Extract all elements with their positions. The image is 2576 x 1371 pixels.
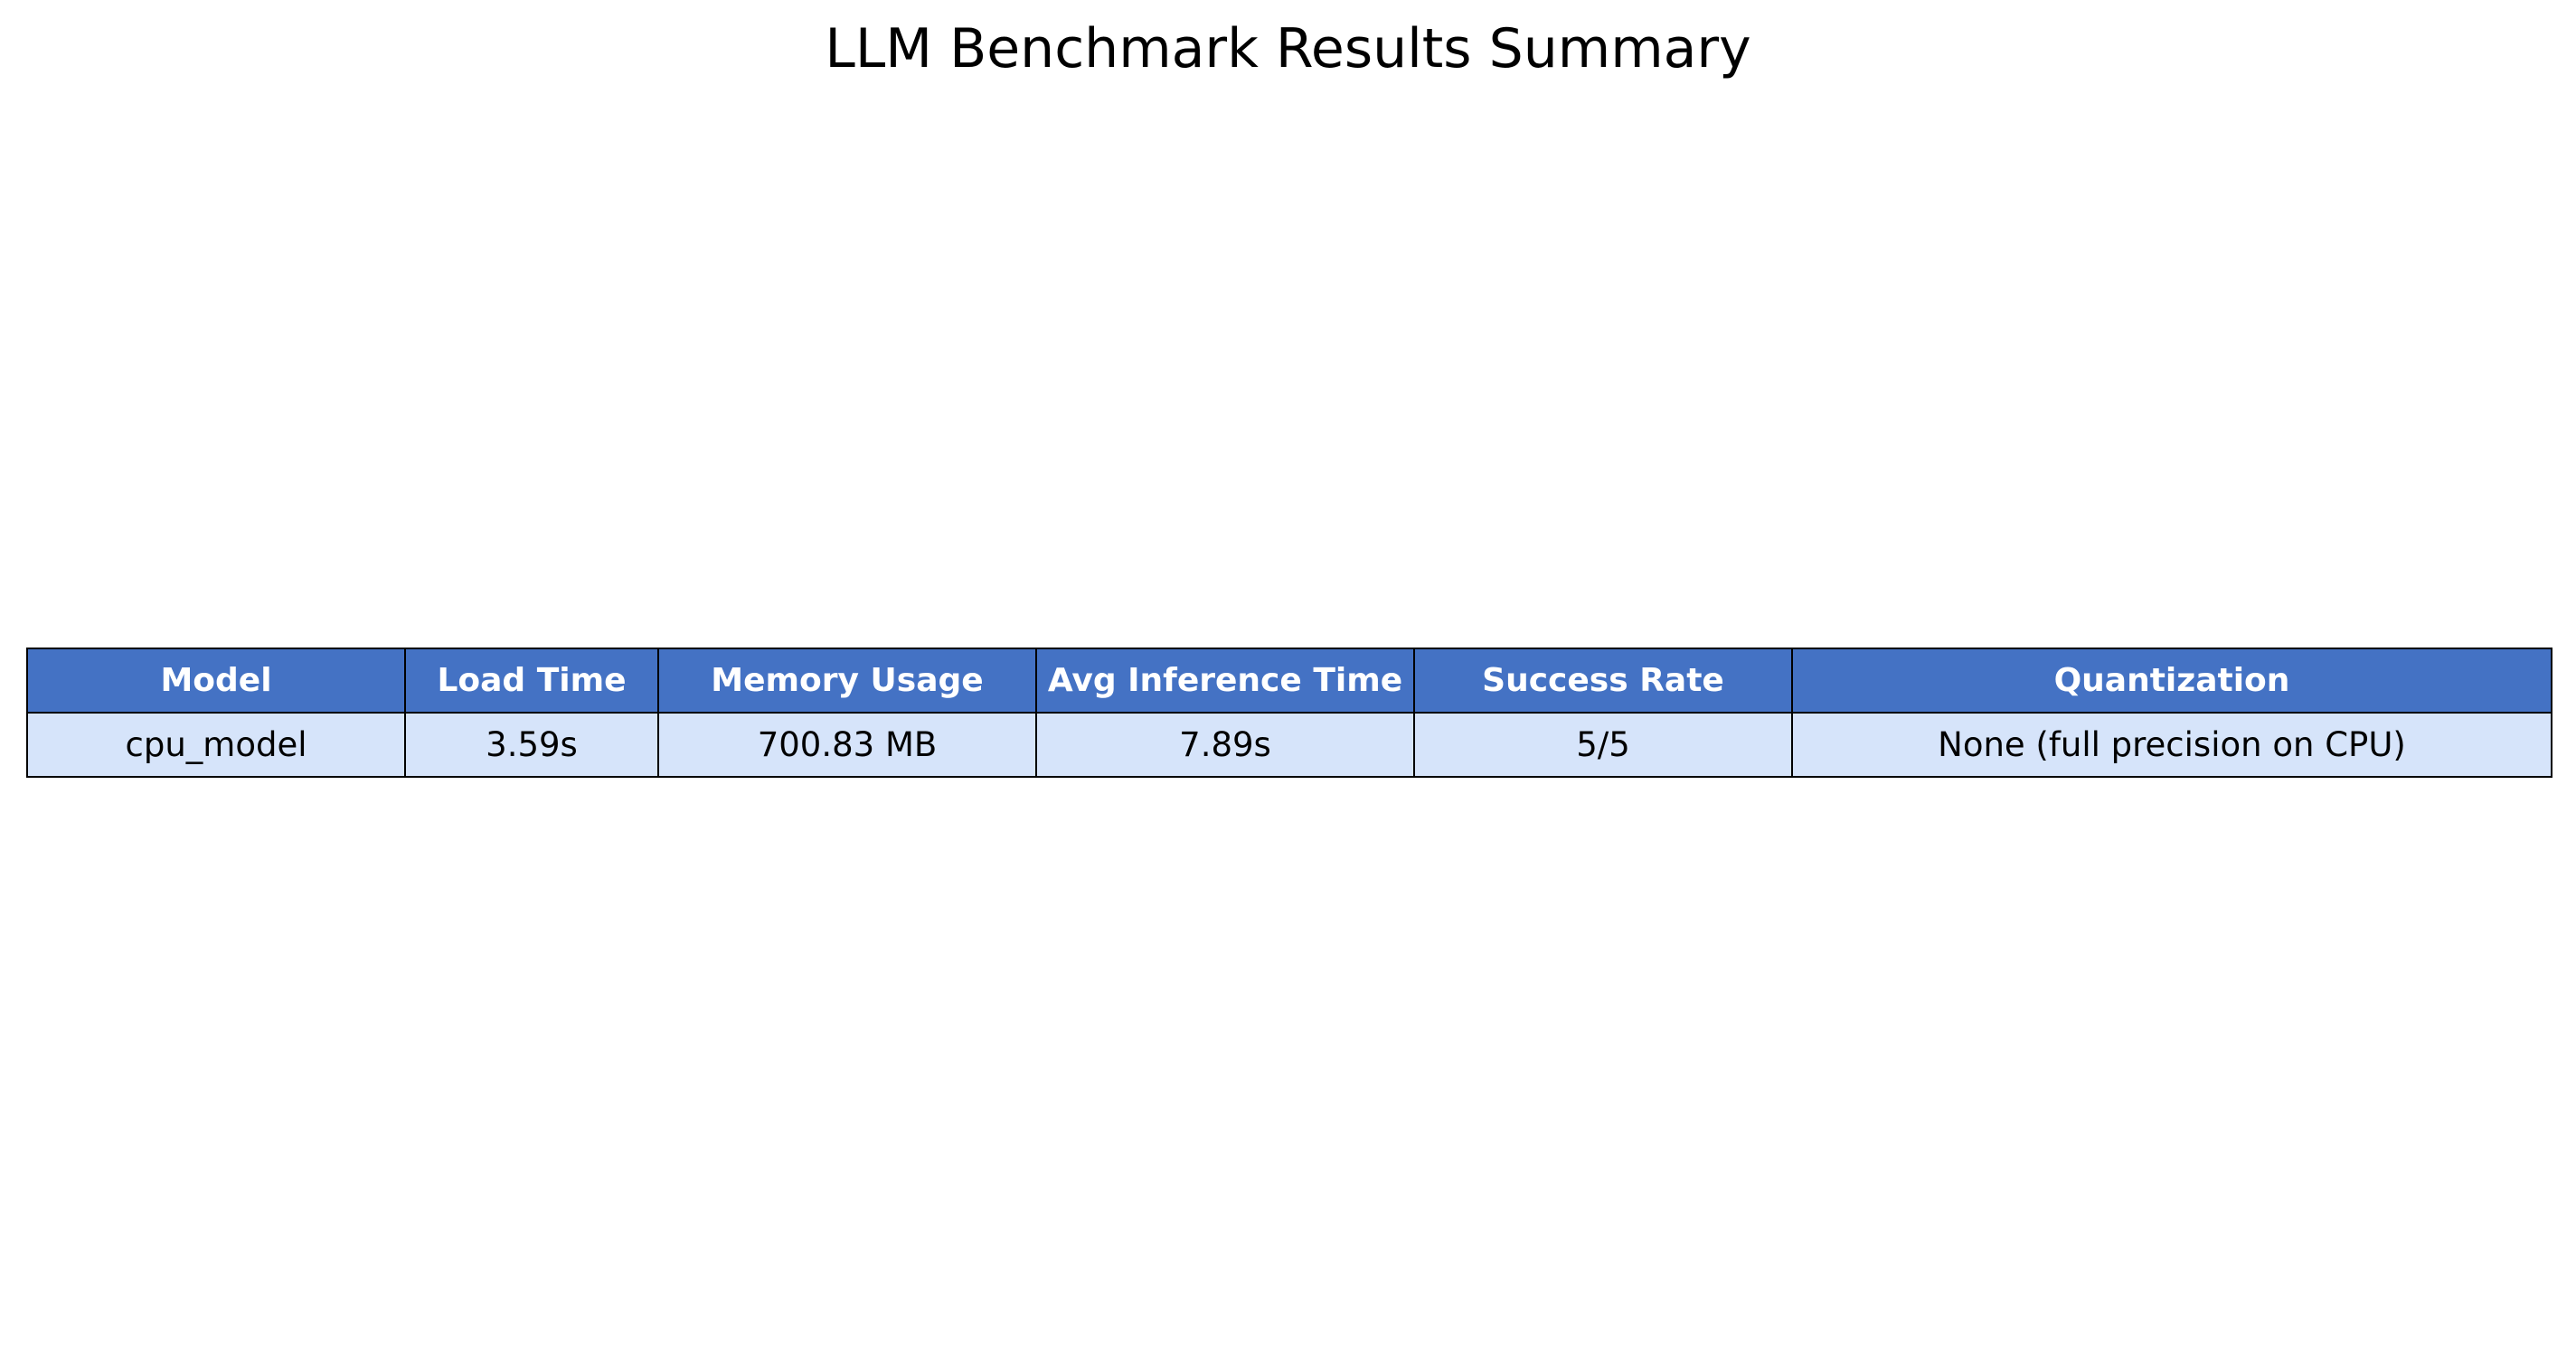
cell-quantization: None (full precision on CPU) [1791,712,2552,778]
cell-success-rate: 5/5 [1413,712,1793,778]
column-header-quantization: Quantization [1791,648,2552,714]
page-title: LLM Benchmark Results Summary [825,17,1751,80]
cell-model: cpu_model [26,712,406,778]
cell-load-time: 3.59s [404,712,659,778]
cell-memory-usage: 700.83 MB [657,712,1037,778]
results-table: Model Load Time Memory Usage Avg Inferen… [26,648,2552,778]
table-row: cpu_model 3.59s 700.83 MB 7.89s 5/5 None… [26,712,2552,778]
column-header-avg-inference-time: Avg Inference Time [1035,648,1415,714]
column-header-model: Model [26,648,406,714]
table-header-row: Model Load Time Memory Usage Avg Inferen… [26,648,2552,714]
column-header-load-time: Load Time [404,648,659,714]
column-header-success-rate: Success Rate [1413,648,1793,714]
column-header-memory-usage: Memory Usage [657,648,1037,714]
cell-avg-inference-time: 7.89s [1035,712,1415,778]
